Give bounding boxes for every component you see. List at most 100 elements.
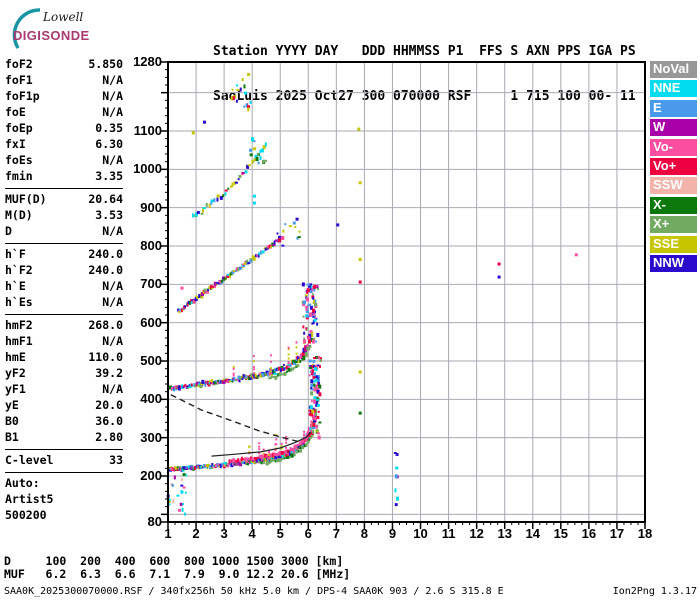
echo-point	[216, 194, 220, 198]
echo-point	[310, 379, 314, 384]
echo-point	[279, 454, 282, 459]
echo-point	[298, 441, 301, 444]
echo-point	[280, 445, 283, 448]
echo-point	[312, 301, 315, 304]
echo-point	[285, 438, 288, 441]
echo-point	[237, 458, 240, 463]
param-row-yf2: yF2 39.2	[5, 366, 123, 382]
echo-point	[309, 405, 313, 410]
echo-point	[230, 96, 233, 101]
echo-point	[217, 463, 220, 466]
echo-point	[226, 379, 230, 383]
x-axis-label: 8	[360, 526, 369, 541]
echo-point	[231, 96, 235, 101]
x-axis-label: 4	[248, 526, 256, 541]
echo-point	[254, 154, 258, 158]
legend-item-w: W	[650, 119, 697, 137]
echo-point	[230, 380, 234, 383]
param-row-hme: hmE 110.0	[5, 350, 123, 366]
echo-point	[316, 332, 320, 337]
logo-lowell-text: Lowell	[43, 10, 84, 24]
echo-point	[228, 459, 231, 464]
echo-point	[277, 451, 280, 456]
echo-point	[287, 367, 291, 372]
echo-point	[275, 452, 279, 456]
echo-point	[310, 388, 314, 391]
echo-point	[241, 462, 245, 465]
echo-point	[210, 199, 214, 203]
param-label: foEs	[5, 153, 33, 167]
echo-point	[303, 433, 306, 436]
echo-point	[258, 448, 261, 451]
echo-point	[288, 365, 292, 368]
param-value: 5.850	[88, 57, 123, 71]
echo-point	[358, 411, 362, 415]
footer-filename: SAA0K_2025300070000.RSF / 340fx256h 50 k…	[4, 586, 504, 597]
echo-point	[293, 361, 297, 365]
echo-point	[238, 174, 242, 178]
echo-point	[311, 414, 315, 420]
echo-point	[168, 385, 172, 390]
echo-point	[249, 375, 253, 380]
echo-point	[176, 467, 179, 470]
echo-point	[258, 452, 261, 455]
echo-point	[305, 309, 309, 314]
echo-point	[271, 457, 274, 462]
echo-point	[182, 386, 185, 389]
echo-point	[293, 453, 296, 457]
echo-point	[274, 460, 277, 463]
echo-point	[276, 232, 279, 235]
param-label: hmF1	[5, 334, 33, 348]
echo-point	[285, 441, 288, 444]
echo-point	[241, 78, 244, 82]
echo-point	[277, 373, 280, 377]
y-axis-label: 500	[140, 353, 162, 368]
echo-point	[204, 464, 207, 467]
echo-point	[310, 434, 314, 437]
echo-point	[209, 382, 213, 385]
echo-point	[252, 366, 255, 369]
echo-point	[313, 387, 316, 392]
echo-point	[318, 392, 322, 397]
echo-point	[302, 303, 306, 307]
param-row-fxi: fxI 6.30	[5, 137, 123, 153]
echo-point	[311, 322, 314, 325]
echo-point	[314, 378, 318, 383]
echo-point	[168, 500, 171, 503]
echo-point	[296, 356, 300, 361]
param-label: h`E	[5, 279, 26, 293]
echo-point	[316, 398, 320, 401]
echo-point	[290, 367, 293, 372]
echo-point	[269, 458, 272, 463]
echo-point	[295, 352, 298, 355]
param-label: hmE	[5, 350, 26, 364]
echo-point	[269, 367, 272, 370]
echo-point	[301, 351, 305, 357]
echo-point	[257, 161, 260, 165]
echo-point	[297, 236, 301, 239]
echo-point	[205, 202, 208, 207]
echo-point	[255, 254, 259, 257]
echo-point	[302, 300, 306, 305]
echo-point	[316, 364, 320, 367]
echo-point	[299, 353, 303, 357]
echo-point	[211, 285, 215, 288]
legend-item-vo: Vo+	[650, 157, 697, 175]
x-axis-label: 13	[497, 526, 512, 541]
echo-point	[317, 435, 321, 440]
echo-point	[317, 357, 320, 360]
param-label: h`Es	[5, 295, 33, 309]
echo-point	[248, 445, 251, 448]
echo-point	[396, 496, 400, 501]
echo-point	[182, 473, 186, 477]
autoscaling-line: 500200	[5, 508, 47, 522]
echo-point	[232, 377, 235, 381]
echo-point	[294, 360, 298, 364]
param-label: B1	[5, 430, 19, 444]
echo-point	[357, 127, 361, 131]
echo-point	[172, 499, 175, 504]
param-value: 20.64	[88, 192, 123, 206]
echo-point	[246, 459, 249, 464]
echo-point	[265, 461, 269, 466]
param-value: N/A	[102, 382, 123, 396]
